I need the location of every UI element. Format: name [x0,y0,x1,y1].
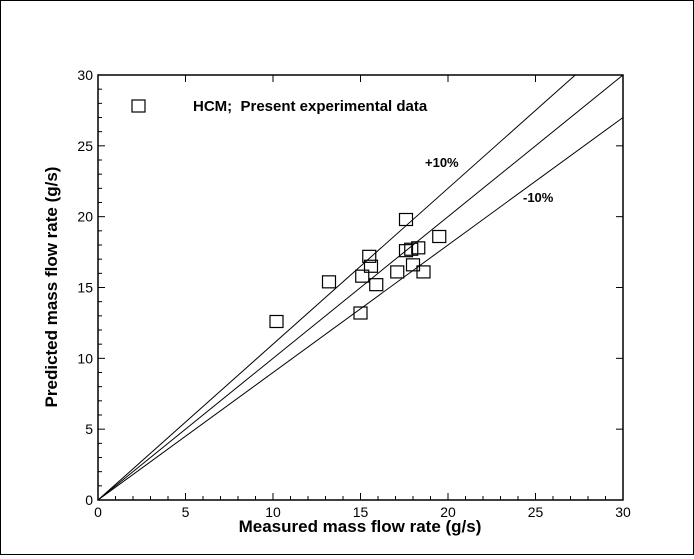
y-tick-label: 0 [85,492,93,508]
x-tick-label: 25 [528,504,544,520]
x-axis-title: Measured mass flow rate (g/s) [239,517,482,536]
data-point [398,212,414,227]
y-tick-label: 30 [77,67,93,83]
y-tick-label: 20 [77,209,93,225]
data-point [362,249,377,263]
x-tick-label: 15 [353,504,369,520]
y-tick-label: 5 [85,421,93,437]
x-tick-label: 0 [94,504,102,520]
y-tick-label: 10 [77,350,93,366]
data-point [405,258,421,272]
data-point [416,265,431,279]
data-point [355,269,370,283]
y-axis-title: Predicted mass flow rate (g/s) [42,167,61,408]
y-tick-label: 25 [77,138,93,154]
reference-lines [97,74,624,501]
data-points [269,212,447,329]
reference-line-1 [97,74,624,501]
reference-line-2 [97,117,624,501]
axis-ticks: 0 5 10 15 20 25 30 0 5 10 15 20 25 30 [77,67,631,520]
reference-line-0 [97,74,576,501]
data-point [398,244,414,258]
data-point [390,265,405,279]
data-point [321,275,337,289]
data-point [369,278,384,292]
x-tick-label: 5 [182,504,190,520]
data-point [353,306,368,320]
x-tick-label: 30 [615,504,631,520]
legend-label: HCM; Present experimental data [193,98,428,115]
legend-marker [131,99,146,113]
data-point [432,229,447,244]
annotation-plus-10: +10% [425,155,459,170]
data-point [363,259,379,273]
x-tick-label: 20 [440,504,456,520]
data-point [269,314,284,329]
data-point [411,241,426,255]
annotation-minus-10: -10% [523,190,554,205]
x-tick-label: 10 [265,504,281,520]
y-tick-label: 15 [77,280,93,296]
